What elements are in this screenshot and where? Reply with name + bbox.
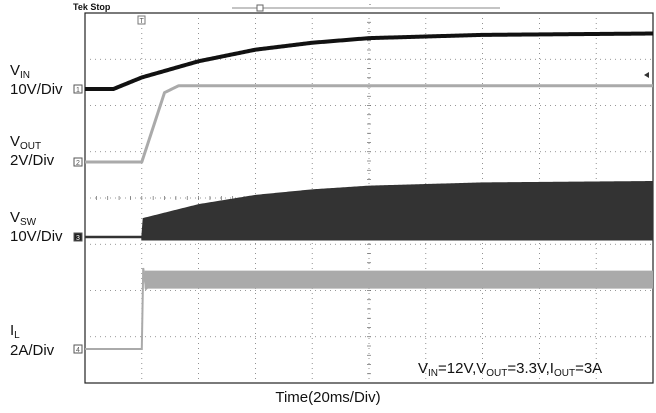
- test-conditions: VIN=12V,VOUT=3.3V,IOUT=3A: [418, 360, 602, 379]
- trigger-position-bar: [232, 4, 500, 11]
- vsw-ground-marker: 3: [74, 233, 82, 242]
- waveform-traces: [85, 34, 653, 350]
- il-scale: 2A/Div: [10, 342, 54, 359]
- trigger-time-marker: T: [138, 16, 145, 25]
- trigger-level-arrow: [644, 72, 649, 78]
- vin-scale: 10V/Div: [10, 81, 63, 98]
- scope-status: Tek Stop: [73, 2, 110, 12]
- svg-text:2: 2: [76, 160, 80, 167]
- il-ripple-band: [145, 271, 653, 289]
- vsw-scale: 10V/Div: [10, 228, 63, 245]
- x-axis-label: Time(20ms/Div): [0, 389, 656, 406]
- vout-ground-marker: 2: [74, 158, 82, 167]
- il-ground-marker: 4: [74, 345, 82, 354]
- channel-markers: 1 2 3 4: [74, 85, 82, 354]
- svg-text:T: T: [140, 18, 145, 25]
- il-label: IL: [10, 322, 20, 344]
- svg-text:3: 3: [76, 235, 80, 242]
- vout-scale: 2V/Div: [10, 152, 54, 169]
- svg-text:4: 4: [76, 347, 80, 354]
- vin-trace: [85, 34, 653, 90]
- vin-ground-marker: 1: [74, 85, 82, 94]
- vsw-envelope: [142, 182, 653, 241]
- svg-text:1: 1: [76, 87, 80, 94]
